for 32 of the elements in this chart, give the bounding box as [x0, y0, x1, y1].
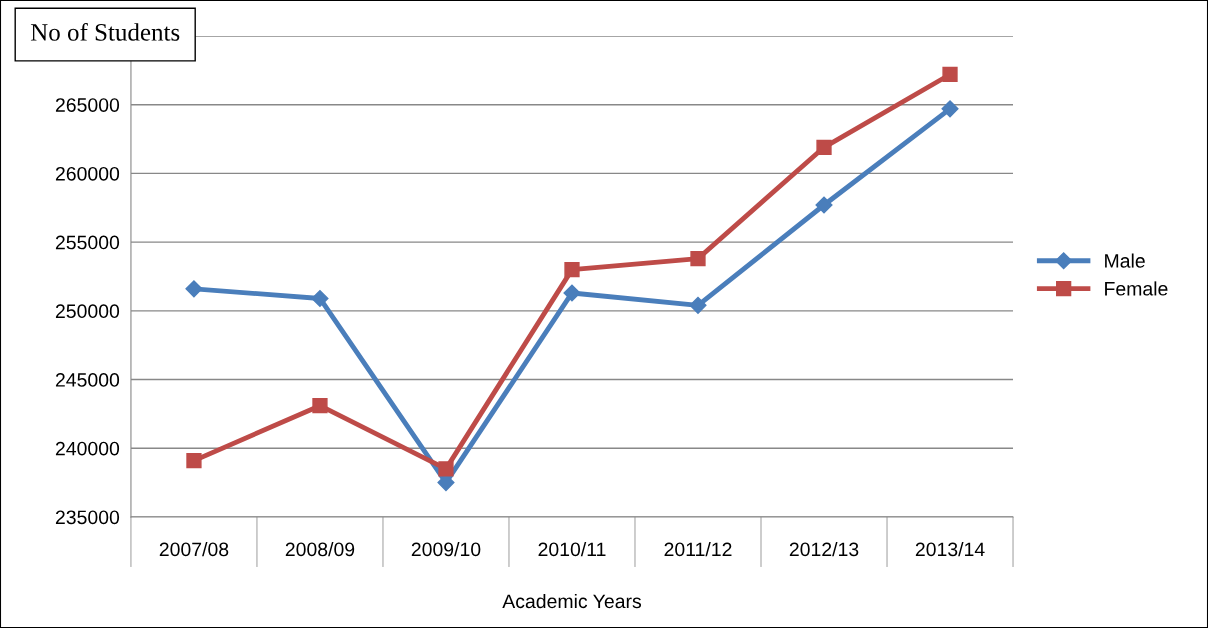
- point: [816, 139, 832, 155]
- point: [563, 284, 581, 302]
- x-axis-title: Academic Years: [502, 593, 642, 609]
- x-tick-label: 2013/14: [915, 541, 985, 557]
- legend-label: Female: [1105, 281, 1168, 296]
- point: [942, 66, 958, 83]
- point: [437, 474, 455, 492]
- point: [438, 461, 454, 477]
- x-tick-label: 2012/13: [789, 541, 859, 557]
- chart-title: No of Students: [30, 22, 180, 41]
- x-tick-label: 2010/11: [538, 541, 606, 557]
- point: [312, 398, 328, 414]
- point: [564, 261, 580, 278]
- point: [815, 196, 833, 214]
- y-tick-label: 245000: [55, 373, 120, 387]
- legend-label: Male: [1105, 253, 1145, 268]
- y-tick-label: 255000: [55, 235, 120, 250]
- x-tick-label: 2007/08: [159, 541, 229, 557]
- point: [689, 296, 707, 314]
- point: [186, 452, 202, 469]
- y-tick-label: 235000: [55, 510, 120, 525]
- y-tick-label: 240000: [55, 441, 120, 456]
- x-tick-label: 2009/10: [411, 541, 481, 557]
- point: [185, 280, 203, 298]
- x-tick-label: 2011/12: [664, 541, 732, 557]
- y-tick-label: 260000: [55, 166, 120, 181]
- x-tick-label: 2008/09: [285, 541, 355, 557]
- y-tick-label: 265000: [55, 98, 120, 112]
- point: [690, 250, 706, 267]
- y-tick-label: 250000: [55, 304, 120, 319]
- point: [941, 100, 959, 118]
- point: [311, 289, 329, 308]
